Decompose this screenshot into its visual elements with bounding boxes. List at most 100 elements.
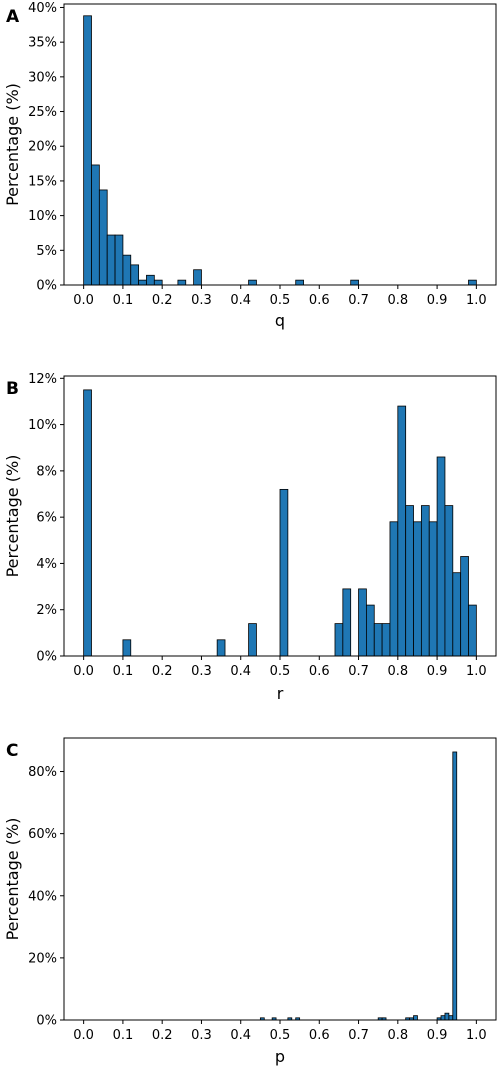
- y-tick-label: 4%: [36, 557, 57, 572]
- y-tick-label: 20%: [28, 951, 57, 966]
- histogram-bar: [91, 164, 100, 286]
- y-axis-title: Percentage (%): [3, 83, 22, 206]
- histogram-bar: [248, 623, 257, 657]
- histogram-bar: [405, 505, 414, 657]
- histogram-bar: [413, 1015, 418, 1021]
- histogram-bar: [193, 269, 202, 286]
- histogram-bar: [397, 405, 407, 657]
- x-tick-label: 0.7: [348, 293, 369, 308]
- histogram-bar: [468, 604, 477, 657]
- x-tick-label: 0.5: [270, 1028, 291, 1043]
- y-tick-label: 6%: [36, 511, 57, 526]
- histogram-bar: [413, 521, 422, 657]
- y-tick-label: 5%: [36, 244, 57, 259]
- histogram-bar: [350, 279, 359, 286]
- y-tick-label: 0%: [36, 650, 57, 665]
- histogram-bar: [373, 623, 383, 657]
- x-tick-label: 0.1: [113, 1028, 134, 1043]
- histogram-bar: [444, 1012, 450, 1021]
- y-tick-label: 2%: [36, 603, 57, 618]
- x-tick-label: 0.6: [309, 1028, 330, 1043]
- histogram-bar: [295, 279, 304, 286]
- x-tick-label: 0.8: [387, 1028, 408, 1043]
- x-tick-label: 0.4: [230, 1028, 251, 1043]
- y-tick-label: 12%: [28, 372, 57, 387]
- x-tick-label: 1.0: [466, 664, 487, 679]
- y-tick-label: 8%: [36, 464, 57, 479]
- y-tick-label: 10%: [28, 418, 57, 433]
- panel-letter: C: [6, 741, 18, 761]
- x-tick-label: 0.2: [152, 1028, 173, 1043]
- histogram-bar: [122, 254, 132, 286]
- y-tick-label: 40%: [28, 1, 57, 16]
- histogram-bar: [279, 488, 289, 657]
- x-tick-label: 0.4: [230, 293, 251, 308]
- x-tick-label: 0.8: [387, 293, 408, 308]
- histogram-bar: [138, 279, 147, 286]
- histogram-bar: [381, 623, 391, 657]
- y-tick-label: 40%: [28, 889, 57, 904]
- histogram-bar: [216, 639, 226, 657]
- histogram-bar: [146, 274, 155, 286]
- plot-frame: [63, 3, 497, 286]
- x-tick-label: 0.8: [387, 664, 408, 679]
- histogram-bar: [460, 556, 469, 657]
- histogram-bar: [106, 234, 116, 286]
- histogram-bar: [440, 1015, 446, 1021]
- x-axis-title: r: [277, 684, 284, 703]
- x-tick-label: 0.9: [427, 1028, 448, 1043]
- y-axis-title: Percentage (%): [3, 455, 22, 578]
- x-tick-label: 0.7: [348, 664, 369, 679]
- x-tick-label: 0.9: [427, 664, 448, 679]
- y-tick-label: 0%: [36, 1014, 57, 1029]
- x-tick-label: 0.3: [191, 664, 212, 679]
- x-tick-label: 0.0: [73, 664, 94, 679]
- panel-letter: B: [6, 379, 19, 399]
- histogram-bar: [436, 456, 446, 657]
- histogram-bar: [334, 623, 344, 657]
- x-tick-label: 1.0: [466, 1028, 487, 1043]
- panel-a: A 0.0 0.1 0.2 0.3 0.4 0.5 0.6 0.7 0.8 0.9 1.0 0% 5% 10…: [3, 1, 497, 330]
- histogram-bar: [248, 279, 257, 286]
- panel-b: B 0.0 0.1 0.2 0.3 0.4 0.5 0.6 0.7 0.8 0.9 1.0 0% 2% 4%…: [3, 372, 497, 703]
- histogram-bar: [358, 588, 367, 657]
- x-axis-title: q: [275, 311, 285, 330]
- plot-frame: [63, 737, 497, 1021]
- histogram-bar: [153, 279, 163, 286]
- histogram-bar: [83, 389, 92, 657]
- y-tick-label: 20%: [28, 140, 57, 155]
- x-tick-label: 0.0: [73, 293, 94, 308]
- x-tick-label: 0.1: [113, 664, 134, 679]
- histogram-bar: [122, 639, 132, 657]
- y-axis-title: Percentage (%): [3, 818, 22, 941]
- histogram-bar: [98, 189, 108, 286]
- histogram-bar: [365, 604, 375, 657]
- histogram-bar: [114, 234, 124, 286]
- panel-letter: A: [6, 7, 20, 27]
- histogram-bar: [452, 572, 462, 657]
- x-tick-label: 0.4: [230, 664, 251, 679]
- histogram-bar: [448, 1015, 454, 1021]
- y-tick-label: 0%: [36, 279, 57, 294]
- x-tick-label: 0.0: [73, 1028, 94, 1043]
- x-tick-label: 0.1: [113, 293, 134, 308]
- x-tick-label: 0.6: [309, 293, 330, 308]
- histogram-bar: [342, 588, 352, 657]
- histogram-bar: [468, 279, 477, 286]
- histogram-bar: [130, 264, 140, 286]
- x-tick-label: 0.2: [152, 664, 173, 679]
- y-tick-label: 80%: [28, 765, 57, 780]
- y-tick-label: 35%: [28, 36, 57, 51]
- x-axis-title: p: [275, 1047, 285, 1066]
- y-tick-label: 30%: [28, 70, 57, 85]
- x-tick-label: 0.2: [152, 293, 173, 308]
- x-tick-label: 0.5: [270, 293, 291, 308]
- x-tick-label: 0.5: [270, 664, 291, 679]
- y-tick-label: 15%: [28, 174, 57, 189]
- x-tick-label: 0.7: [348, 1028, 369, 1043]
- x-tick-label: 0.9: [427, 293, 448, 308]
- x-tick-label: 0.3: [191, 1028, 212, 1043]
- histogram-bar: [428, 521, 438, 657]
- histogram-bar: [83, 15, 92, 286]
